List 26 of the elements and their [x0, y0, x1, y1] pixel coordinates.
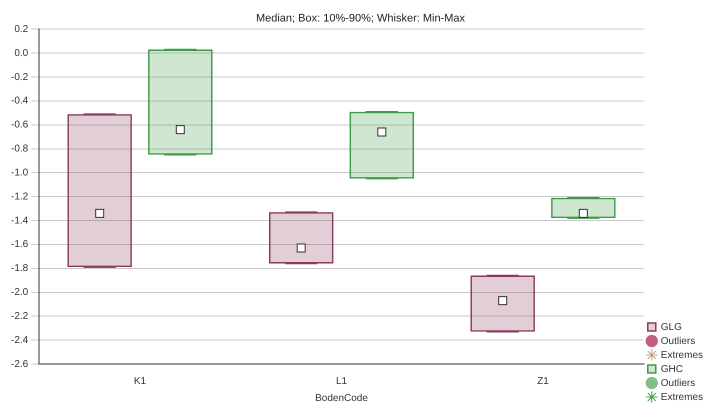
x-tick-label: Z1 [537, 376, 550, 387]
y-tick-label: -0.8 [10, 144, 29, 155]
legend-label: Extremes [660, 392, 704, 403]
y-tick-label: 0.2 [14, 24, 29, 35]
y-tick-label: -1.4 [10, 215, 29, 226]
y-tick-label: -0.2 [10, 72, 29, 83]
legend-label: Outliers [660, 336, 696, 347]
x-tick-label: K1 [134, 376, 147, 387]
y-tick-label: -0.6 [10, 120, 29, 131]
chart-title: Median; Box: 10%-90%; Whisker: Min-Max [256, 12, 466, 25]
y-tick-label: -2.6 [10, 358, 29, 370]
y-tick-label: -2.4 [10, 334, 29, 346]
y-tick-label: -1.6 [10, 239, 29, 250]
legend-label: GLG [660, 322, 682, 333]
legend-label: Extremes [660, 350, 704, 361]
y-tick-label: -2.2 [10, 310, 29, 322]
y-tick-label: -0.4 [10, 96, 29, 107]
y-tick-label: -2.0 [10, 287, 29, 298]
x-axis-title: BodenCode [315, 392, 368, 404]
y-tick-label: -1.2 [10, 191, 29, 202]
legend-label: Outliers [660, 378, 696, 389]
x-tick-label: L1 [336, 376, 348, 387]
y-tick-label: -1.0 [10, 167, 29, 178]
y-tick-label: 0.0 [14, 48, 29, 59]
legend-label: GHC [660, 364, 684, 375]
y-tick-label: -1.8 [10, 263, 29, 274]
